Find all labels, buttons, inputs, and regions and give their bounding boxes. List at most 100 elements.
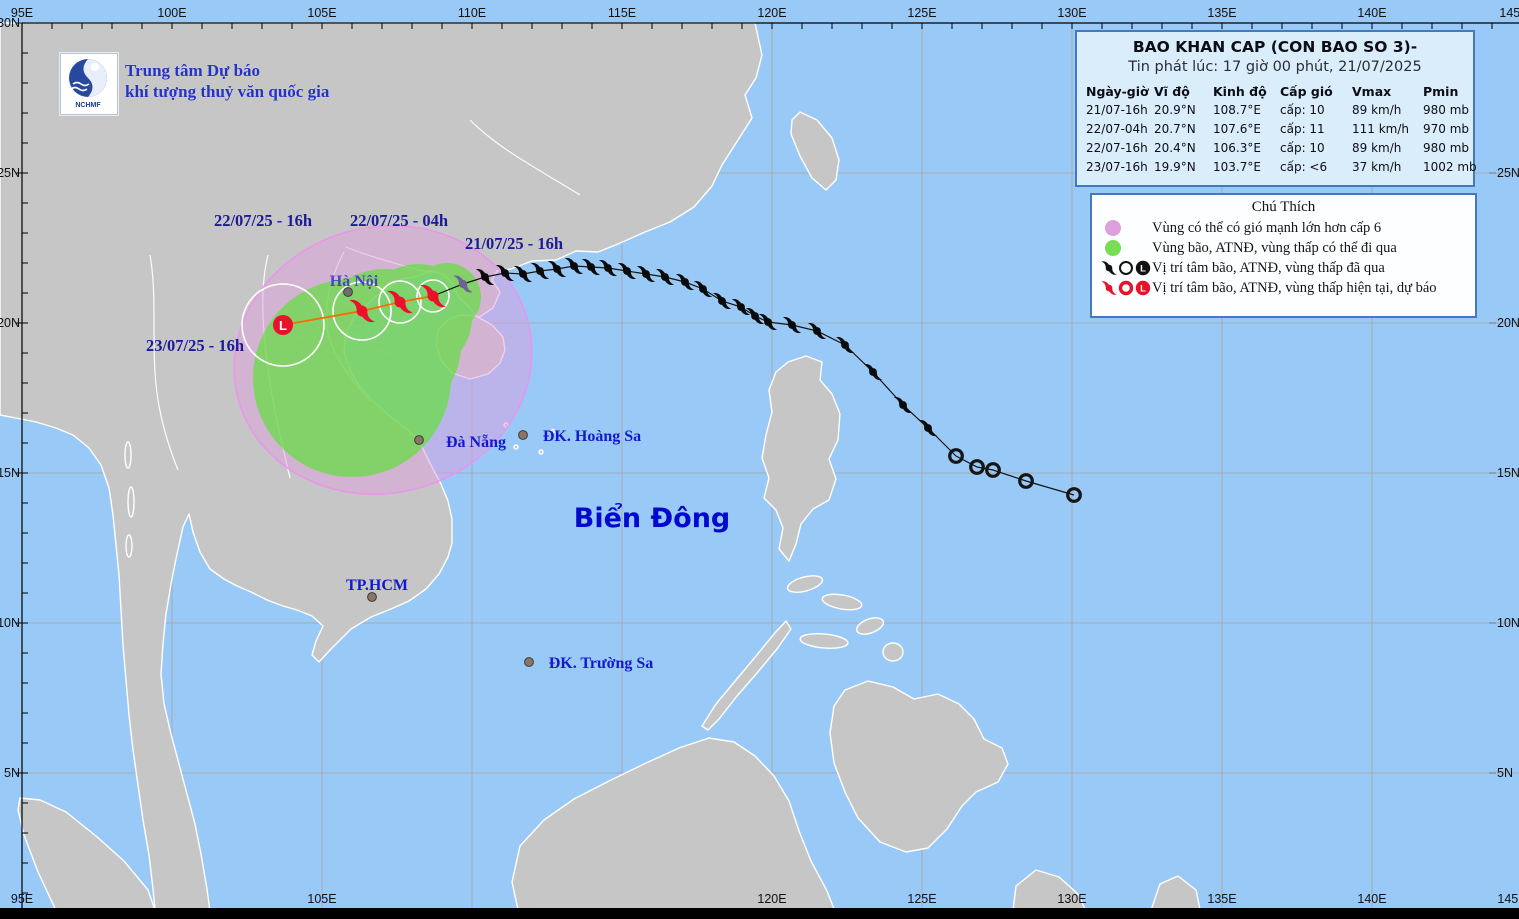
table-cell: 22/07-16h [1086, 141, 1148, 155]
island-visayas [882, 642, 904, 662]
table-cell: 980 mb [1423, 141, 1470, 155]
svg-text:L: L [1140, 284, 1146, 295]
purple-area-icon [1105, 220, 1121, 236]
uncertainty-circle [416, 279, 450, 313]
lat-label-left: 20N [0, 316, 20, 330]
table-cell: 107.6°E [1213, 122, 1261, 136]
svg-text:L: L [1140, 264, 1146, 275]
table-cell: 1002 mb [1423, 160, 1477, 174]
logo-swirl [83, 59, 107, 97]
track-date-label: 22/07/25 - 04h [350, 211, 448, 230]
table-cell: 106.3°E [1213, 141, 1261, 155]
table-cell: cấp: 10 [1280, 141, 1325, 155]
lat-label-left: 30N [0, 16, 20, 30]
table-cell: 980 mb [1423, 103, 1470, 117]
lon-label-top: 95E [11, 6, 33, 20]
current-markers-icon: L [1101, 280, 1151, 296]
table-cell: 89 km/h [1352, 141, 1402, 155]
table-cell: 108.7°E [1213, 103, 1261, 117]
islet [538, 449, 544, 455]
city-dot [524, 657, 534, 667]
table-cell: 23/07-16h [1086, 160, 1148, 174]
lat-label-right: 25N [1497, 166, 1519, 180]
lon-label-top: 120E [757, 6, 786, 20]
lat-label-right: 15N [1497, 466, 1519, 480]
city-label: ĐK. Trường Sa [549, 655, 654, 672]
forecast-track-line [282, 295, 434, 326]
axis-labels-layer: 95E 100E 105E 110E 115E 120E 125E 130E 135E 140E 1… [0, 6, 1519, 906]
island-mindanao [829, 680, 1009, 853]
low-pressure-marker [273, 315, 293, 335]
legend-item-label: Vị trí tâm bão, ATNĐ, vùng thấp hiện tại… [1152, 279, 1437, 296]
track-date-label: 23/07/25 - 16h [146, 336, 244, 355]
islet [127, 486, 135, 518]
table-column-header: Ngày-giờ [1086, 84, 1149, 99]
city-dot [367, 592, 377, 602]
sea-name-label: Biển Đông [574, 501, 731, 534]
track-date-label: 21/07/25 - 16h [465, 234, 563, 253]
legend-title: Chú Thích [1251, 199, 1316, 215]
lon-label-top: 140E [1357, 6, 1386, 20]
island-borneo [511, 737, 839, 919]
table-column-header: Pmin [1423, 84, 1459, 99]
legend-panel: Chú Thích Vùng có thể có gió mạnh lớn hơ… [1090, 193, 1477, 318]
city-label: ĐK. Hoàng Sa [543, 428, 641, 445]
past-markers-icon: L [1101, 260, 1151, 276]
lon-label-bottom: 140E [1357, 892, 1386, 906]
green-area-icon [1105, 240, 1121, 256]
table-cell: 111 km/h [1352, 122, 1410, 136]
storm-info-panel: BAO KHAN CAP (CON BAO SO 3)- Tin phát lú… [1075, 30, 1477, 187]
agency-name-line1: Trung tâm Dự báo [125, 61, 261, 80]
lon-label-top: 145E [1499, 6, 1519, 20]
lon-label-bottom: 130E [1057, 892, 1086, 906]
table-cell: 37 km/h [1352, 160, 1402, 174]
lon-label-top: 100E [157, 6, 186, 20]
lon-label-top: 110E [458, 6, 486, 20]
lat-label-left: 5N [4, 766, 20, 780]
table-cell: 19.9°N [1154, 160, 1196, 174]
bottom-bar [0, 908, 1519, 919]
lat-label-left: 25N [0, 166, 20, 180]
legend-item-track-area: Vùng bão, ATNĐ, vùng thấp có thể đi qua [1092, 238, 1475, 258]
city-label: TP.HCM [346, 577, 408, 594]
lat-label-right: 20N [1497, 316, 1519, 330]
table-column-header: Vĩ độ [1154, 84, 1190, 99]
island-visayas [786, 575, 824, 593]
island-visayas [821, 593, 863, 611]
legend-item-wind-area: Vùng có thể có gió mạnh lớn hơn cấp 6 [1092, 218, 1475, 238]
table-cell: cấp: <6 [1280, 160, 1328, 174]
lon-label-bottom: 105E [307, 892, 336, 906]
storm-title: BAO KHAN CAP (CON BAO SO 3)- [1132, 38, 1418, 56]
agency-name-line2: khí tượng thuỷ văn quốc gia [125, 82, 330, 101]
bulletin-time: Tin phát lúc: 17 giờ 00 phút, 21/07/2025 [1128, 59, 1422, 75]
city-label: Đà Nẵng [446, 434, 506, 451]
low-pressure-letter: L [279, 318, 287, 333]
islet [550, 428, 556, 434]
uncertainty-circle [378, 280, 422, 324]
lon-label-bottom: 125E [907, 892, 936, 906]
table-cell: 20.7°N [1154, 122, 1196, 136]
lat-label-right: 10N [1497, 616, 1519, 630]
table-cell: 21/07-16h [1086, 103, 1148, 117]
table-cell: cấp: 10 [1280, 103, 1325, 117]
table-cell: 89 km/h [1352, 103, 1402, 117]
legend-item-label: Vị trí tâm bão, ATNĐ, vùng thấp đã qua [1152, 259, 1385, 276]
table-column-header: Vmax [1352, 84, 1392, 99]
agency-name: Trung tâm Dự báo khí tượng thuỷ văn quốc… [125, 60, 329, 115]
logo-cloud [91, 63, 99, 71]
legend-item-label: Vùng có thể có gió mạnh lớn hơn cấp 6 [1152, 219, 1382, 236]
lon-label-bottom: 120E [757, 892, 786, 906]
legend-item-current-forecast-positions: L Vị trí tâm bão, ATNĐ, vùng thấp hiện t… [1092, 278, 1475, 298]
lon-label-bottom: 145E [1497, 892, 1519, 906]
islet [125, 534, 133, 558]
city-dot [518, 430, 528, 440]
lon-label-top: 115E [608, 6, 636, 20]
table-column-header: Cấp gió [1280, 84, 1333, 99]
table-column-header: Kinh độ [1213, 84, 1267, 99]
city-dot [343, 287, 353, 297]
legend-item-label: Vùng bão, ATNĐ, vùng thấp có thể đi qua [1152, 239, 1397, 256]
table-cell: 970 mb [1423, 122, 1470, 136]
track-cone-zone [253, 263, 481, 477]
logo-waves [70, 81, 90, 92]
